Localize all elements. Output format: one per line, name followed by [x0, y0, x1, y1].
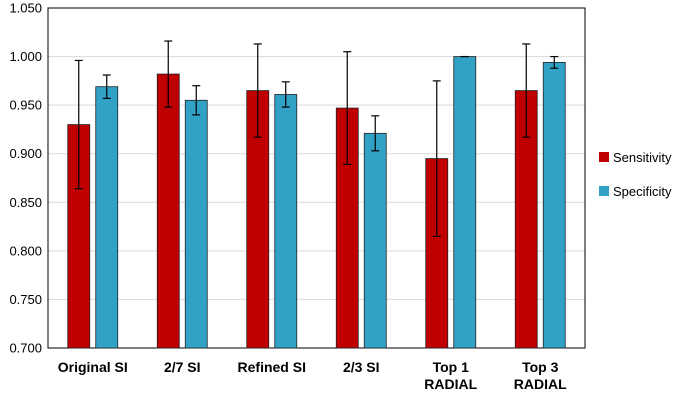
error-bar — [102, 74, 111, 99]
legend-label: Sensitivity — [613, 150, 672, 165]
legend-label: Specificity — [613, 184, 672, 199]
x-tick-label: Top 3 RADIAL — [514, 359, 567, 392]
bar — [453, 56, 477, 349]
y-tick-label: 0.700 — [9, 341, 42, 356]
x-tick-label: Original SI — [58, 359, 128, 375]
legend-swatch — [599, 152, 609, 162]
error-bar — [522, 43, 531, 138]
bar — [156, 73, 180, 349]
x-tick-label: 2/3 SI — [343, 359, 380, 375]
y-tick-label: 1.000 — [9, 49, 42, 64]
y-tick-label: 0.750 — [9, 292, 42, 307]
error-bar — [281, 81, 290, 108]
bar — [274, 94, 298, 349]
bar — [95, 86, 119, 349]
y-tick-label: 0.950 — [9, 98, 42, 113]
error-bar — [164, 40, 173, 108]
y-tick-label: 0.800 — [9, 243, 42, 258]
error-bar — [550, 55, 559, 69]
error-bar — [432, 80, 441, 237]
bar — [363, 132, 387, 349]
x-tick-label: 2/7 SI — [164, 359, 201, 375]
y-tick-label: 0.850 — [9, 195, 42, 210]
x-tick-label: Refined SI — [238, 359, 306, 375]
error-bar — [343, 51, 352, 165]
bar — [184, 99, 208, 349]
y-tick-label: 0.900 — [9, 146, 42, 161]
error-bar — [253, 43, 262, 138]
legend-swatch — [599, 186, 609, 196]
error-bar — [192, 85, 201, 116]
y-tick-label: 1.050 — [9, 1, 42, 16]
bar — [542, 62, 566, 349]
error-bar — [371, 115, 380, 152]
error-bar — [74, 59, 83, 190]
plot-border — [47, 7, 586, 349]
x-tick-label: Top 1 RADIAL — [424, 359, 477, 392]
